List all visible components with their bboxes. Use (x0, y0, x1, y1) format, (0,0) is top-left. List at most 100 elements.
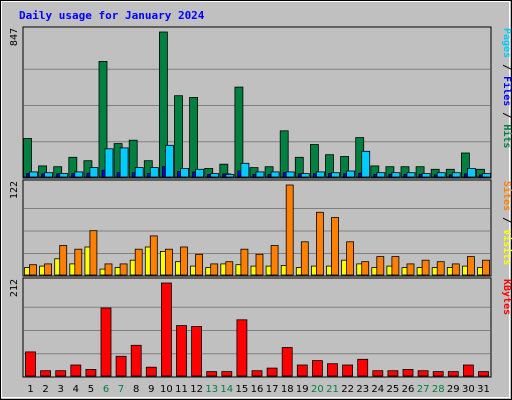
bar-sites-4 (74, 248, 83, 276)
bar-pages-11 (180, 167, 189, 178)
x-tick-label: 15 (236, 384, 249, 395)
legend-entry: / (501, 106, 512, 124)
bar-sites-25 (391, 256, 400, 276)
bar-kbytes-8 (130, 344, 142, 377)
bar-sites-5 (89, 230, 98, 276)
x-tick-label: 9 (148, 384, 154, 395)
bar-pages-10 (164, 144, 174, 178)
bar-pages-14 (225, 173, 235, 178)
bar-pages-8 (134, 167, 144, 178)
bar-pages-17 (270, 171, 280, 178)
legend-entry: KBytes (501, 279, 512, 315)
bar-sites-22 (346, 241, 355, 276)
bar-sites-18 (285, 184, 294, 276)
bar-kbytes-23 (357, 358, 369, 377)
bar-sites-26 (406, 263, 415, 276)
bar-kbytes-26 (402, 368, 414, 377)
bar-pages-3 (59, 173, 69, 178)
legend-entry: Sites (501, 181, 512, 211)
bar-sites-2 (44, 263, 52, 276)
bar-sites-7 (119, 263, 128, 276)
bar-pages-13 (210, 173, 220, 178)
bar-kbytes-22 (342, 364, 354, 377)
bar-pages-9 (149, 167, 159, 178)
x-tick-label: 19 (296, 384, 309, 395)
bar-kbytes-14 (221, 371, 233, 377)
x-axis: 1 2 3 4 5 6 7 8 9 10 11 12 13 14 15 16 17 18 19 20 21 22 23 24 2… (27, 384, 490, 395)
bar-sites-9 (149, 235, 158, 276)
bar-pages-28 (436, 172, 446, 178)
bar-kbytes-12 (191, 325, 203, 377)
bar-sites-14 (225, 261, 234, 276)
bar-kbytes-29 (447, 371, 459, 377)
bar-kbytes-11 (176, 325, 187, 377)
bar-pages-2 (44, 172, 53, 178)
x-tick-label: 29 (447, 384, 460, 395)
bar-pages-5 (89, 167, 99, 178)
bar-sites-20 (315, 211, 324, 276)
bar-pages-23 (361, 150, 371, 178)
bar-kbytes-7 (115, 355, 127, 377)
bar-kbytes-17 (266, 367, 278, 377)
visits-panel: 122 Sites / Visits (9, 179, 512, 277)
x-tick-label: 11 (175, 384, 188, 395)
x-tick-label: 18 (281, 384, 294, 395)
bar-pages-25 (391, 172, 401, 178)
hits-panel: 847 Pages / Files / Hits (9, 26, 512, 179)
bar-pages-7 (119, 147, 129, 178)
bar-kbytes-3 (55, 370, 67, 377)
bar-kbytes-16 (251, 370, 263, 377)
bar-sites-28 (436, 261, 445, 276)
x-tick-label: 6 (103, 384, 109, 395)
y-max-label: 122 (9, 181, 20, 199)
x-tick-label: 17 (266, 384, 279, 395)
bar-sites-17 (270, 245, 279, 276)
bar-kbytes-28 (432, 371, 444, 377)
x-tick-label: 23 (356, 384, 369, 395)
legend-entry: Files (501, 76, 512, 106)
x-tick-label: 16 (251, 384, 264, 395)
bar-kbytes-10 (160, 282, 172, 377)
bar-sites-30 (466, 256, 475, 276)
bar-hits-1 (23, 138, 32, 178)
bar-sites-21 (331, 217, 339, 276)
bar-sites-13 (210, 263, 219, 276)
bar-pages-6 (104, 148, 114, 178)
legend: Pages / Files / Hits (501, 28, 512, 148)
legend-entry: Hits (501, 124, 512, 148)
bar-sites-23 (361, 261, 370, 276)
bar-kbytes-24 (372, 370, 384, 377)
bar-pages-16 (255, 171, 265, 178)
bar-kbytes-9 (145, 366, 157, 377)
bar-kbytes-1 (25, 351, 36, 377)
bar-kbytes-25 (387, 370, 399, 377)
bar-pages-30 (466, 167, 476, 178)
bar-pages-26 (406, 172, 416, 178)
bar-kbytes-5 (85, 368, 97, 377)
bar-kbytes-20 (311, 360, 323, 377)
x-tick-label: 5 (88, 384, 94, 395)
x-tick-label: 10 (160, 384, 173, 395)
bar-kbytes-6 (100, 307, 112, 377)
bar-sites-1 (29, 264, 37, 276)
x-tick-label: 31 (477, 384, 490, 395)
legend: Sites / Visits (501, 181, 512, 265)
bar-pages-21 (331, 172, 340, 178)
plot-area (22, 26, 492, 179)
bar-kbytes-2 (40, 370, 51, 377)
x-tick-label: 3 (58, 384, 64, 395)
x-tick-label: 22 (341, 384, 354, 395)
legend-entry: Pages (501, 28, 512, 58)
x-tick-label: 25 (387, 384, 400, 395)
bar-kbytes-30 (462, 364, 474, 377)
x-tick-label: 13 (205, 384, 218, 395)
legend-entry: Visits (501, 229, 512, 265)
x-tick-label: 14 (220, 384, 233, 395)
x-tick-label: 26 (402, 384, 415, 395)
y-max-label: 847 (9, 28, 20, 46)
x-tick-label: 27 (417, 384, 430, 395)
bar-pages-22 (346, 170, 356, 178)
chart-title: Daily usage for January 2024 (19, 9, 205, 22)
bar-hits-11 (174, 95, 183, 178)
bar-sites-27 (421, 259, 430, 276)
